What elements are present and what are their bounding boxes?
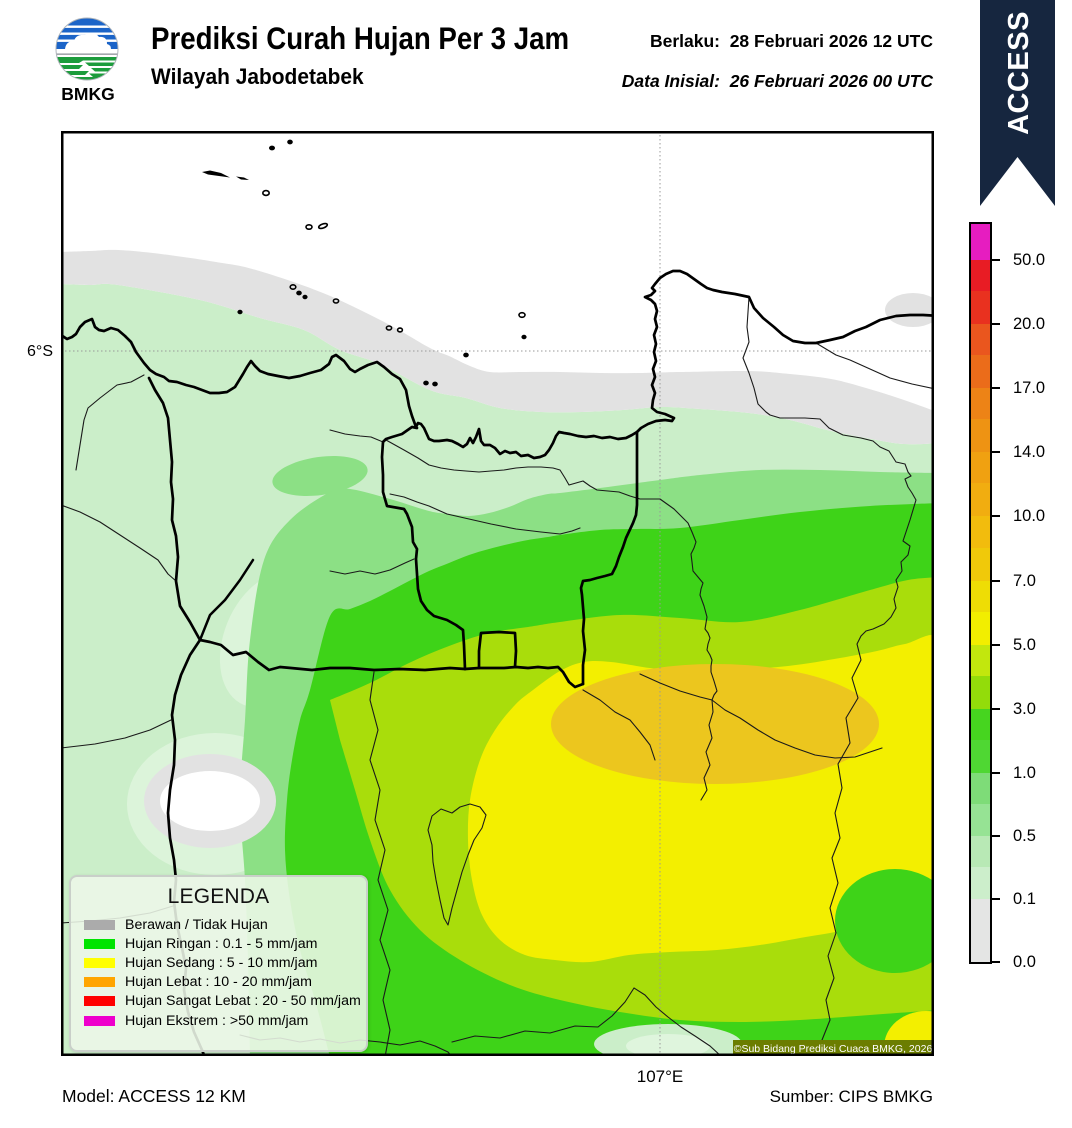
svg-text:BMKG: BMKG <box>61 84 114 101</box>
svg-text:©Sub Bidang Prediksi Cuaca BMK: ©Sub Bidang Prediksi Cuaca BMKG, 2026 <box>734 1043 933 1055</box>
svg-text:ACCESS: ACCESS <box>1003 11 1035 135</box>
